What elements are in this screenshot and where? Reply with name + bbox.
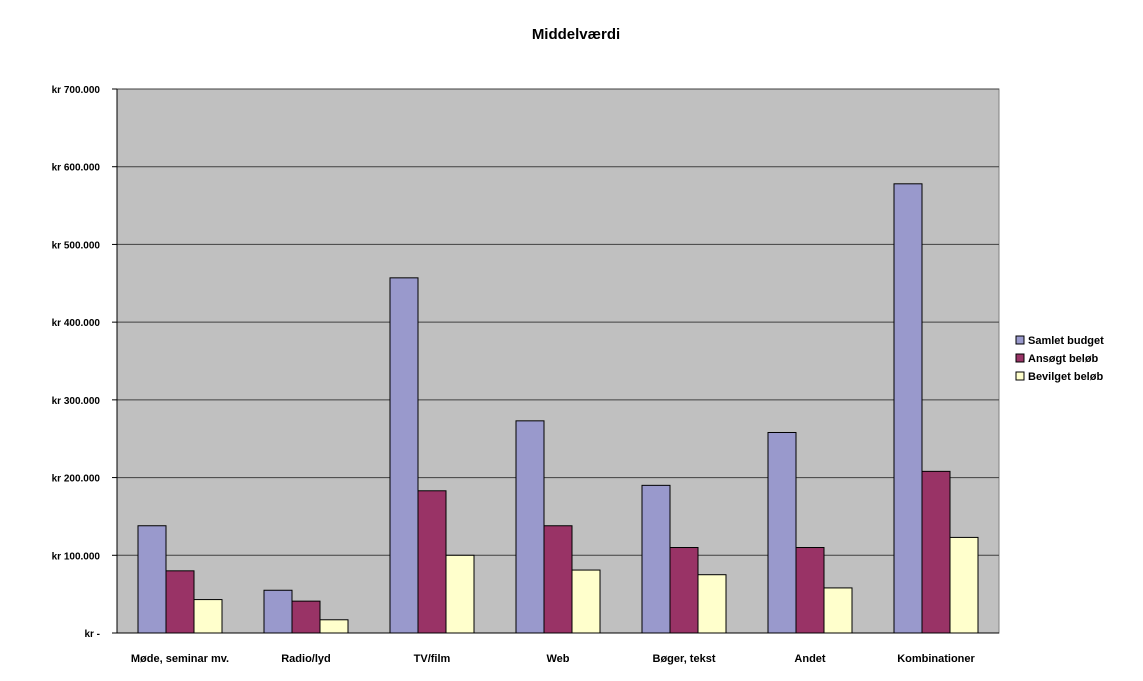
legend-swatch [1015,353,1025,363]
bar-0-1 [165,570,195,634]
y-tick-label: kr 100.000 [52,551,101,562]
bar-2-1 [417,490,447,634]
x-tick-label: Kombinationer [897,653,975,665]
legend-label: Samlet budget [1028,335,1104,347]
bar-1-2 [319,619,349,634]
x-tick-label: Web [546,653,569,665]
legend-box [1012,330,1143,394]
bar-6-1 [921,470,951,634]
bar-2-0 [389,277,419,634]
bar-6-2 [949,536,979,634]
bar-1-1 [291,600,321,634]
bar-2-2 [445,554,475,634]
bar-6-0 [893,183,923,634]
legend-swatch [1015,371,1025,381]
bar-4-2 [697,574,727,634]
bars [137,183,979,634]
bar-5-2 [823,587,853,634]
legend-label: Ansøgt beløb [1028,353,1099,365]
legend: Samlet budget Ansøgt beløb Bevilget beløb [1012,330,1143,394]
bar-0-2 [193,599,223,634]
legend-swatch [1015,335,1025,345]
y-tick-label: kr 400.000 [52,318,101,329]
chart-title: Middelværdi [532,26,620,43]
y-tick-label: kr 600.000 [52,163,101,174]
bar-3-1 [543,525,573,634]
y-axis: kr - kr 100.000 kr 200.000 kr 300.000 kr 400… [52,85,118,640]
y-tick-label: kr - [84,629,100,640]
bar-5-0 [767,431,797,634]
y-tick-label: kr 200.000 [52,474,101,485]
x-tick-label: Radio/lyd [281,653,331,665]
bar-4-0 [641,484,671,634]
bar-4-1 [669,547,699,634]
bar-0-0 [137,525,167,634]
bar-3-2 [571,569,601,634]
y-tick-label: kr 700.000 [52,85,101,96]
bar-5-1 [795,547,825,634]
x-axis: Møde, seminar mv. Radio/lyd TV/film Web Bøge… [117,632,999,665]
y-tick-label: kr 300.000 [52,396,101,407]
x-tick-label: Møde, seminar mv. [131,653,229,665]
bar-1-0 [263,589,293,634]
x-tick-label: Bøger, tekst [653,653,716,665]
gridlines [117,88,999,556]
y-tick-label: kr 500.000 [52,240,101,251]
x-tick-label: TV/film [414,653,451,665]
x-tick-label: Andet [794,653,826,665]
legend-label: Bevilget beløb [1028,371,1103,383]
bar-3-0 [515,420,545,634]
